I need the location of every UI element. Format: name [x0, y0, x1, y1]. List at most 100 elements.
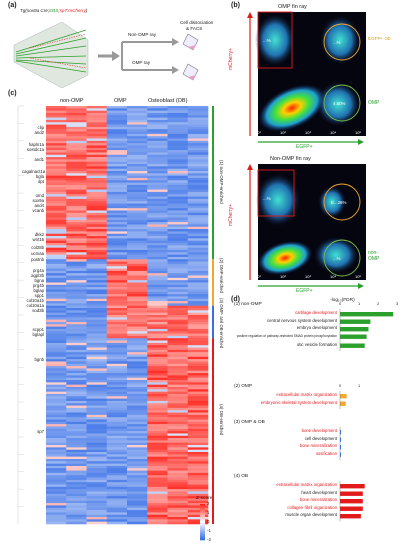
heatmap-cell — [167, 373, 189, 376]
heatmap-cell — [46, 324, 67, 327]
heatmap-cell — [147, 438, 168, 441]
go-axis-tick: 3 — [396, 301, 399, 306]
flow-plot-omp — [255, 11, 366, 136]
heatmap-cell — [167, 505, 189, 509]
go-term-label: collagen fibril organization — [287, 504, 337, 510]
heatmap-cell — [106, 217, 128, 221]
heatmap-cell — [106, 147, 128, 151]
heatmap-cell — [127, 233, 148, 237]
heatmap-cell — [46, 328, 67, 332]
heatmap-cell — [187, 243, 209, 246]
heatmap-cell — [66, 106, 87, 109]
heatmap-cell — [86, 194, 108, 197]
heatmap-cell — [127, 517, 148, 520]
heatmap-cell — [167, 403, 189, 406]
heatmap-cell — [127, 157, 148, 160]
heatmap-cell — [147, 157, 168, 160]
heatmap-cell — [167, 482, 189, 485]
heatmap-cell — [147, 382, 168, 385]
heatmap-cell — [66, 312, 87, 316]
heatmap-cell — [46, 184, 67, 188]
heatmap-cell — [66, 396, 87, 399]
heatmap-cell — [86, 268, 108, 272]
heatmap-cell — [86, 410, 108, 413]
heatmap-cell — [106, 331, 128, 334]
heatmap-cell — [167, 296, 189, 300]
heatmap-cell — [127, 124, 148, 128]
heatmap-cell — [66, 166, 87, 169]
heatmap-cell — [46, 268, 67, 272]
heatmap-cell — [187, 498, 209, 502]
heatmap-cell — [46, 143, 67, 146]
heatmap-cell — [187, 338, 209, 341]
heatmap-cell — [127, 270, 148, 274]
heatmap-cell — [147, 201, 168, 204]
heatmap-cell — [127, 168, 148, 172]
heatmap-cell — [127, 210, 148, 214]
heatmap-cell — [187, 419, 209, 423]
heatmap-cell — [66, 363, 87, 367]
heatmap-cell — [127, 396, 148, 399]
heatmap-cell — [127, 173, 148, 176]
heatmap-cell — [106, 298, 128, 302]
heatmap-cell — [86, 396, 108, 399]
heatmap-cell — [167, 345, 189, 348]
heatmap-cell — [147, 236, 168, 239]
heatmap-cell — [147, 410, 168, 413]
heatmap-cell — [86, 352, 108, 355]
heatmap-cell — [147, 310, 168, 313]
heatmap-cell — [187, 166, 209, 169]
gene-label: agpl3b — [31, 273, 44, 278]
heatmap-cell — [106, 187, 128, 190]
heatmap-cell — [66, 421, 87, 425]
heatmap-cell — [147, 345, 168, 348]
heatmap-cell — [167, 231, 189, 235]
heatmap-cell — [127, 129, 148, 132]
heatmap-cell — [46, 122, 67, 125]
heatmap-cell — [147, 140, 168, 144]
heatmap-cell — [46, 475, 67, 478]
heatmap-cell — [86, 514, 108, 518]
heatmap-cell — [167, 477, 189, 481]
heatmap-cell — [167, 338, 189, 341]
heatmap-cell — [167, 319, 189, 323]
heatmap-cell — [106, 407, 128, 411]
heatmap-cell — [46, 203, 67, 207]
heatmap-cell — [127, 407, 148, 411]
heatmap-cell — [66, 254, 87, 258]
heatmap-cell — [46, 191, 67, 195]
heatmap-cell — [46, 503, 67, 506]
heatmap-cell — [66, 496, 87, 499]
colorbar-step — [200, 510, 205, 512]
heatmap-cell — [86, 368, 108, 372]
heatmap-cell — [86, 233, 108, 237]
heatmap-cell — [106, 328, 128, 332]
heatmap-cell — [187, 458, 209, 462]
heatmap-cell — [106, 338, 128, 341]
heatmap-cell — [127, 303, 148, 307]
heatmap-cell — [86, 240, 108, 244]
heatmap-cell — [86, 521, 108, 525]
heatmap-cell — [66, 171, 87, 174]
heatmap-cell — [66, 452, 87, 455]
heatmap-cell — [167, 138, 189, 142]
heatmap-cell — [86, 208, 108, 211]
colorbar-step — [200, 527, 205, 529]
heatmap-cell — [127, 472, 148, 476]
heatmap-cell — [167, 154, 189, 158]
heatmap-cell — [127, 438, 148, 441]
heatmap-cell — [167, 396, 189, 399]
heatmap-cell — [86, 386, 108, 390]
heatmap-cell — [167, 247, 189, 251]
heatmap-cell — [167, 359, 189, 362]
heatmap-cell — [86, 112, 108, 116]
heatmap-cell — [66, 117, 87, 121]
heatmap-cell — [187, 117, 209, 121]
heatmap-cell — [46, 456, 67, 460]
heatmap-cell — [187, 194, 209, 197]
heatmap-cell — [46, 356, 67, 360]
heatmap-cell — [86, 184, 108, 188]
heatmap-cell — [127, 493, 148, 497]
heatmap-cell — [187, 340, 209, 344]
heatmap-cell — [86, 196, 108, 200]
